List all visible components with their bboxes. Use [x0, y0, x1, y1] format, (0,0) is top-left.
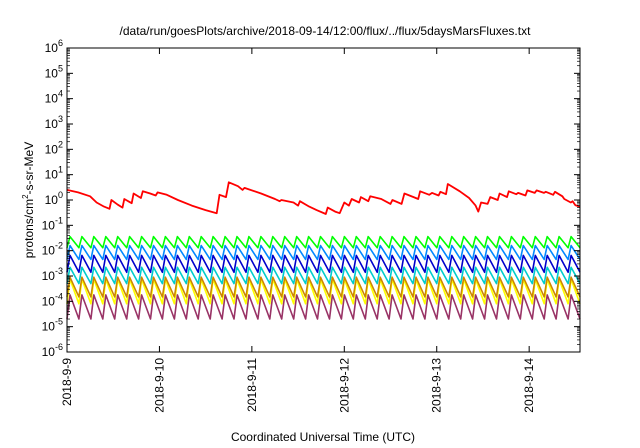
y-axis-label-sup: 2: [21, 194, 30, 199]
y-tick-label-exp: -2: [55, 241, 63, 251]
series-line-3: [66, 254, 581, 274]
y-tick-label-base: 10: [42, 244, 56, 258]
y-tick-label: 100: [45, 190, 63, 207]
series-line-0: [66, 181, 581, 215]
y-tick-label-exp: 6: [58, 38, 63, 48]
series-line-1: [66, 235, 581, 249]
x-tick-label: 2018-9-13: [430, 358, 444, 413]
y-tick-label-base: 10: [45, 168, 59, 182]
y-tick-label-exp: 2: [58, 139, 63, 149]
y-tick-label-base: 10: [45, 117, 59, 131]
y-tick-label: 104: [45, 89, 63, 106]
y-tick-label-exp: -6: [55, 342, 63, 352]
y-axis: 10-610-510-410-310-210-11001011021031041…: [42, 38, 580, 359]
y-tick-label-exp: -3: [55, 266, 63, 276]
y-tick-label-exp: 3: [58, 114, 63, 124]
series-line-2: [66, 244, 581, 261]
y-tick-label: 10-5: [42, 317, 63, 334]
series-line-4: [66, 266, 581, 285]
y-tick-label: 102: [45, 139, 63, 156]
y-tick-label: 10-3: [42, 266, 63, 283]
y-tick-label-exp: -1: [55, 215, 63, 225]
y-tick-label-base: 10: [42, 218, 56, 232]
y-tick-label: 10-4: [42, 291, 63, 308]
y-tick-label: 106: [45, 38, 63, 55]
y-axis-label-main: protons/cm: [22, 199, 36, 258]
series-line-5: [66, 276, 581, 298]
y-axis-label: protons/cm2-s-sr-MeV: [21, 142, 36, 258]
y-tick-label: 105: [45, 63, 63, 80]
series-line-7: [66, 294, 581, 320]
y-tick-label-exp: 4: [58, 89, 63, 99]
y-tick-label-exp: 1: [58, 165, 63, 175]
y-tick-label: 103: [45, 114, 63, 131]
series-layer: [66, 181, 581, 320]
y-tick-label-base: 10: [45, 142, 59, 156]
y-tick-label: 10-1: [42, 215, 63, 232]
x-tick-label: 2018-9-9: [60, 358, 74, 406]
x-tick-label: 2018-9-12: [337, 358, 351, 413]
x-axis: 2018-9-9 2018-9-10 2018-9-11 2018-9-12 2018-…: [60, 48, 536, 413]
x-tick-label: 2018-9-10: [152, 358, 166, 413]
y-tick-label-exp: 0: [58, 190, 63, 200]
y-tick-label-base: 10: [45, 41, 59, 55]
x-tick-label: 2018-9-11: [245, 358, 259, 412]
y-tick-label-exp: -4: [55, 291, 63, 301]
chart-title: /data/run/goesPlots/archive/2018-09-14/1…: [120, 24, 532, 38]
y-tick-label-base: 10: [45, 193, 59, 207]
y-tick-label: 10-6: [42, 342, 63, 359]
y-axis-label-rest: -s-sr-MeV: [22, 142, 36, 195]
x-axis-label: Coordinated Universal Time (UTC): [231, 430, 415, 444]
y-tick-label: 10-2: [42, 241, 63, 258]
y-tick-label-exp: -5: [55, 317, 63, 327]
y-tick-label-base: 10: [45, 66, 59, 80]
y-tick-label-exp: 5: [58, 63, 63, 73]
x-tick-label: 2018-9-14: [522, 358, 536, 413]
y-tick-label: 101: [45, 165, 63, 182]
y-tick-label-base: 10: [42, 294, 56, 308]
y-tick-label-base: 10: [42, 269, 56, 283]
y-tick-label-base: 10: [42, 345, 56, 359]
y-tick-label-base: 10: [45, 92, 59, 106]
y-tick-label-base: 10: [42, 320, 56, 334]
